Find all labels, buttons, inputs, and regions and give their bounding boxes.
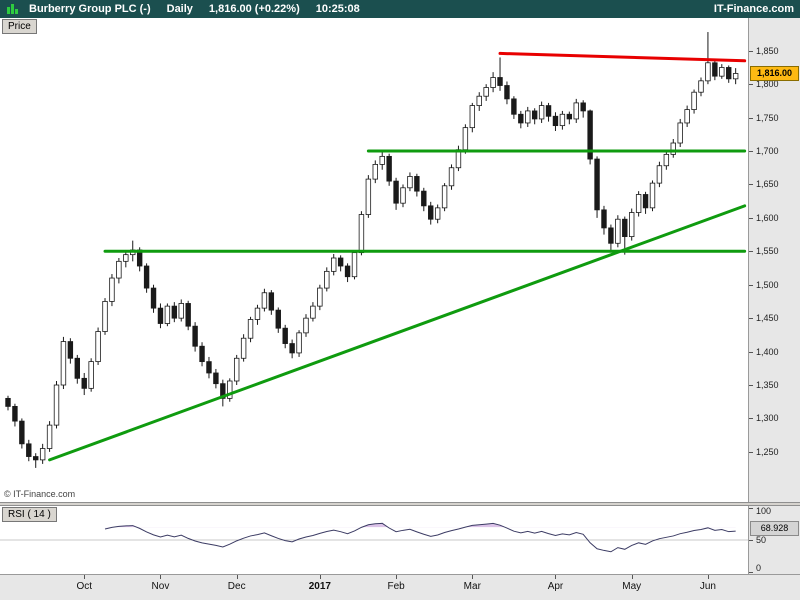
rsi-axis: 68.928 100 50 0 [748, 506, 800, 574]
trendline-ascending-support[interactable] [48, 204, 747, 462]
time-axis-label-mar: Mar [463, 581, 481, 592]
price-axis-label: 1,300 [756, 413, 779, 424]
rsi-axis-tick [749, 540, 753, 541]
title-bar-right: IT-Finance.com [714, 3, 794, 15]
price-axis-tick [749, 318, 753, 320]
quote-time: 10:25:08 [315, 3, 360, 15]
rsi-line [104, 522, 736, 553]
price-axis-tick [749, 284, 753, 286]
price-axis-label: 1,800 [756, 79, 779, 90]
timeframe-label: Daily [166, 3, 193, 15]
brand-link[interactable]: IT-Finance.com [713, 3, 794, 15]
panel-divider[interactable] [0, 502, 800, 506]
price-axis-label: 1,550 [756, 246, 779, 257]
price-axis-tick [749, 217, 753, 219]
watermark: © IT-Finance.com [4, 489, 76, 499]
instrument-name: Burberry Group PLC (-) [29, 3, 151, 15]
price-axis-tick [749, 50, 753, 52]
time-axis-tick [84, 575, 86, 579]
time-axis-label-may: May [622, 581, 642, 592]
tab-rsi[interactable]: RSI ( 14 ) [2, 507, 57, 522]
price-axis-label: 1,450 [756, 313, 779, 324]
price-axis[interactable]: 1,816.00 1,850 1,800 1,750 1,700 1,650 1,600 1… [748, 18, 800, 502]
time-axis-tick [319, 575, 321, 579]
price-axis-label: 1,400 [756, 346, 779, 357]
time-axis-tick [631, 575, 633, 579]
price-axis-label: 1,650 [756, 179, 779, 190]
price-axis-tick [749, 385, 753, 386]
candlestick-logo-icon [7, 4, 18, 14]
time-axis-label-2017: 2017 [308, 581, 331, 592]
price-chart[interactable]: Price © IT-Finance.com [0, 18, 748, 502]
price-axis-label: 1,250 [756, 446, 779, 457]
time-axis-label-dec: Dec [227, 581, 246, 592]
rsi-axis-label: 0 [756, 563, 762, 573]
price-axis-tick [749, 184, 753, 186]
price-axis-tick [749, 84, 753, 86]
price-axis-tick [749, 151, 753, 153]
rsi-chart[interactable]: RSI ( 14 ) [0, 506, 748, 574]
price-axis-label: 1,700 [756, 146, 779, 157]
price-axis-tick [749, 117, 753, 119]
current-price-badge: 1,816.00 [750, 66, 799, 82]
price-axis-label: 1,600 [756, 212, 779, 223]
time-axis-tick [236, 575, 238, 579]
rsi-axis-label: 50 [756, 535, 767, 545]
price-axis-label: 1,500 [756, 279, 779, 290]
time-axis-label-jun: Jun [699, 581, 716, 592]
trendlines[interactable] [48, 51, 747, 462]
price-axis-tick [749, 251, 753, 253]
time-axis-tick [396, 575, 398, 579]
price-axis-label: 1,350 [756, 380, 779, 390]
rsi-axis-label: 100 [756, 506, 772, 516]
title-bar-left: Burberry Group PLC (-) Daily 1,816.00 (+… [6, 3, 360, 15]
time-axis-label-nov: Nov [151, 581, 170, 592]
time-axis-tick [555, 575, 557, 579]
app-logo-icon[interactable] [6, 3, 19, 15]
time-axis-label-feb: Feb [387, 581, 405, 592]
rsi-axis-tick [749, 508, 753, 509]
rsi-overbought-fill [105, 523, 736, 528]
time-axis-tick [707, 575, 709, 579]
rsi-value-badge: 68.928 [750, 520, 799, 536]
rsi-axis-tick [749, 572, 753, 573]
time-axis[interactable]: Oct Nov Dec 2017 Feb Mar Apr May Jun [0, 574, 800, 600]
trendline-resistance-red-1840[interactable] [498, 51, 747, 63]
time-axis-tick [160, 575, 162, 579]
title-bar: Burberry Group PLC (-) Daily 1,816.00 (+… [0, 0, 800, 18]
candles [5, 32, 739, 468]
last-price-change: 1,816.00 (+0.22%) [208, 3, 300, 15]
price-axis-tick [749, 351, 753, 353]
time-axis-label-oct: Oct [76, 581, 92, 592]
price-axis-label: 1,750 [756, 112, 779, 123]
price-axis-tick [749, 418, 753, 420]
tab-price[interactable]: Price [2, 19, 37, 34]
time-axis-tick [472, 575, 474, 579]
price-axis-tick [749, 451, 753, 453]
rsi-chart-canvas[interactable] [0, 506, 748, 574]
price-axis-label: 1,850 [756, 45, 779, 56]
time-axis-label-apr: Apr [547, 581, 564, 592]
price-chart-canvas[interactable] [0, 18, 748, 502]
